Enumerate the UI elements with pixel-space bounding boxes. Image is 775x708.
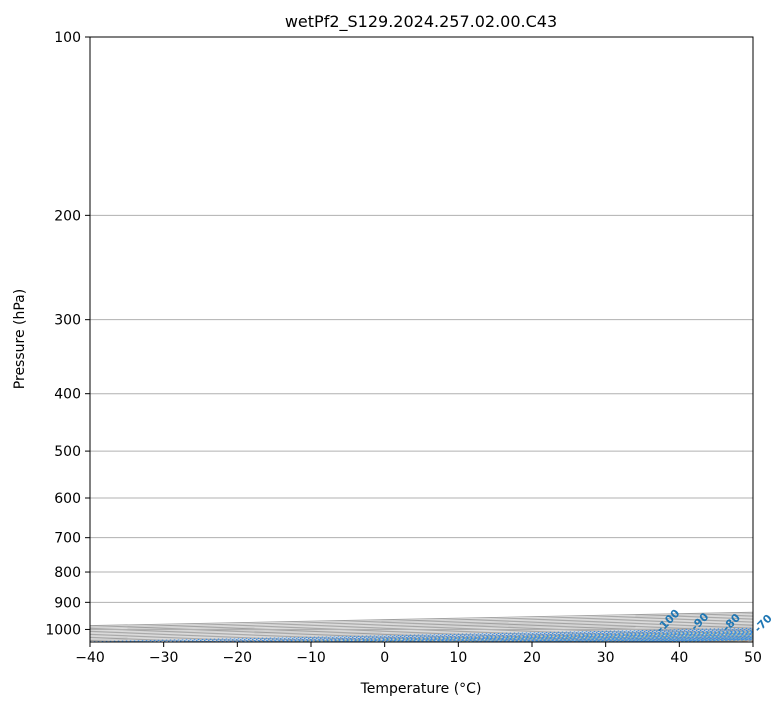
x-axis-title: Temperature (°C) — [360, 681, 482, 697]
x-tick-label: −30 — [149, 650, 179, 666]
y-tick-label: 200 — [54, 208, 81, 224]
x-tick-label: 30 — [597, 650, 615, 666]
y-tick-label: 100 — [54, 30, 81, 46]
y-tick-label: 300 — [54, 313, 81, 329]
x-tick-label: −20 — [223, 650, 253, 666]
x-tick-label: −40 — [75, 650, 105, 666]
x-axis: −40 −30 −20 −10 0 10 20 30 40 50 — [75, 642, 762, 666]
y-tick-label: 500 — [54, 444, 81, 460]
x-tick-label: 0 — [380, 650, 389, 666]
y-axis: 100 200 300 400 500 600 700 800 900 1000 — [45, 30, 90, 638]
x-tick-label: 10 — [449, 650, 467, 666]
y-tick-label: 900 — [54, 595, 81, 611]
y-tick-label: 600 — [54, 491, 81, 507]
chart-title: wetPf2_S129.2024.257.02.00.C43 — [285, 12, 557, 32]
y-axis-title: Pressure (hPa) — [12, 289, 28, 389]
x-tick-label: 50 — [744, 650, 762, 666]
x-tick-label: −10 — [296, 650, 326, 666]
y-tick-label: 800 — [54, 565, 81, 581]
background-lines — [90, 37, 753, 642]
y-tick-label: 1000 — [45, 622, 81, 638]
x-tick-label: 40 — [670, 650, 688, 666]
y-tick-label: 700 — [54, 531, 81, 547]
y-tick-label: 400 — [54, 387, 81, 403]
x-tick-label: 20 — [523, 650, 541, 666]
plot-frame — [89, 36, 754, 643]
